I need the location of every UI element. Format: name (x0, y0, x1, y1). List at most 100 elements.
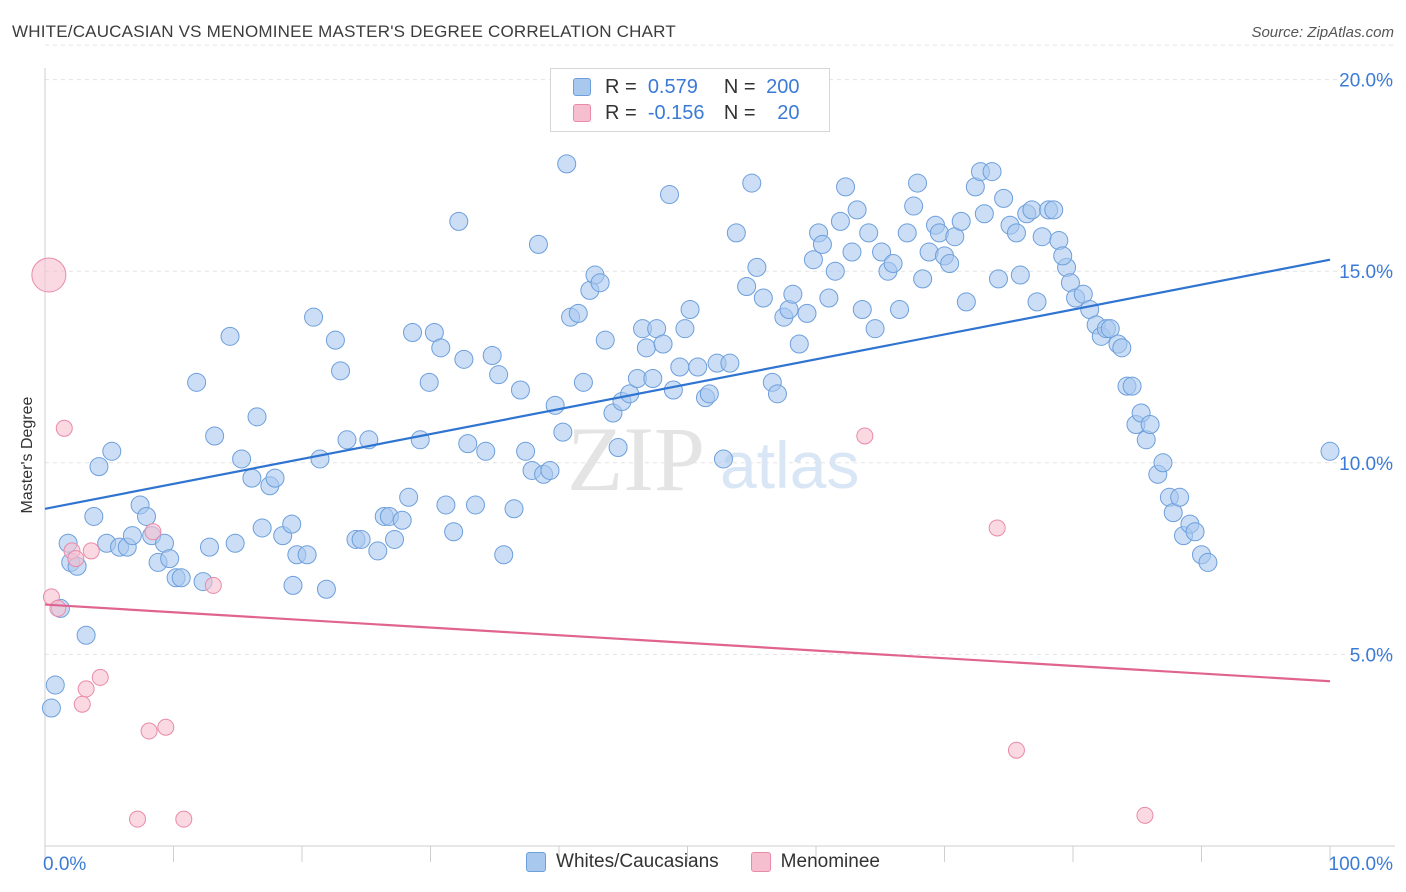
point-whites (76, 625, 96, 645)
point-whites (137, 506, 157, 526)
legend-swatch-menominee (573, 104, 591, 122)
point-whites (225, 533, 245, 553)
point-whites (310, 449, 330, 469)
point-whites (590, 273, 610, 293)
series-legend-label: Whites/Caucasians (556, 851, 719, 872)
point-whites (316, 579, 336, 599)
point-whites (449, 211, 469, 231)
point-menominee (49, 599, 67, 617)
point-whites (1185, 522, 1205, 542)
point-whites (737, 277, 757, 297)
point-whites (304, 307, 324, 327)
legend-n-label: N = (723, 75, 756, 98)
point-whites (1032, 227, 1052, 247)
point-menominee (82, 542, 100, 560)
legend-row-menominee: R = -0.156 N = 20 (573, 100, 800, 126)
point-whites (436, 495, 456, 515)
y-tick-label: 15.0% (1339, 262, 1393, 283)
legend-r-label: R = (605, 75, 637, 98)
point-whites (783, 284, 803, 304)
trend-layer (44, 258, 1331, 683)
point-whites (504, 499, 524, 519)
point-menominee (140, 722, 158, 740)
point-whites (41, 698, 61, 718)
point-menominee (31, 257, 67, 293)
point-whites (742, 173, 762, 193)
series-swatch-whites (526, 852, 547, 872)
watermark-atlas: atlas (720, 428, 859, 502)
legend-r-value: -0.156 (647, 101, 705, 124)
point-whites (368, 541, 388, 561)
point-whites (45, 675, 65, 695)
point-whites (663, 380, 683, 400)
point-whites (1006, 223, 1026, 243)
point-whites (653, 334, 673, 354)
point-whites (247, 407, 267, 427)
point-whites (883, 254, 903, 274)
point-whites (465, 495, 485, 515)
legend-n-label: N = (723, 101, 756, 124)
point-whites (847, 200, 867, 220)
point-whites (454, 349, 474, 369)
point-whites (528, 234, 548, 254)
point-whites (1140, 414, 1160, 434)
point-whites (331, 361, 351, 381)
point-whites (1010, 265, 1030, 285)
point-whites (852, 300, 872, 320)
point-whites (1022, 200, 1042, 220)
point-whites (1320, 441, 1340, 461)
point-whites (994, 188, 1014, 208)
point-whites (1100, 319, 1120, 339)
point-whites (410, 430, 430, 450)
point-whites (516, 441, 536, 461)
point-whites (458, 434, 478, 454)
point-whites (608, 437, 628, 457)
point-whites (494, 545, 514, 565)
point-whites (102, 441, 122, 461)
point-whites (908, 173, 928, 193)
y-tick-label: 5.0% (1350, 645, 1393, 666)
point-whites (444, 522, 464, 542)
point-whites (680, 300, 700, 320)
point-menominee (77, 680, 95, 698)
point-whites (220, 326, 240, 346)
point-menominee (204, 576, 222, 594)
points-layer (31, 154, 1340, 828)
point-whites (122, 526, 142, 546)
point-whites (904, 196, 924, 216)
point-whites (1198, 552, 1218, 572)
point-whites (252, 518, 272, 538)
point-whites (940, 254, 960, 274)
point-whites (1027, 292, 1047, 312)
series-legend-item-menominee[interactable]: Menominee (750, 851, 880, 873)
point-whites (595, 330, 615, 350)
series-legend: Whites/Caucasians Menominee (0, 851, 1406, 873)
series-legend-item-whites[interactable]: Whites/Caucasians (526, 851, 719, 873)
legend-r-label: R = (605, 101, 637, 124)
point-whites (171, 568, 191, 588)
point-whites (399, 487, 419, 507)
point-whites (825, 261, 845, 281)
point-whites (476, 441, 496, 461)
point-whites (297, 545, 317, 565)
point-whites (890, 300, 910, 320)
point-whites (897, 223, 917, 243)
chart-title: WHITE/CAUCASIAN VS MENOMINEE MASTER'S DE… (12, 22, 676, 41)
point-menominee (175, 810, 193, 828)
point-whites (913, 269, 933, 289)
point-menominee (129, 810, 147, 828)
point-whites (865, 319, 885, 339)
point-whites (482, 346, 502, 366)
point-whites (812, 234, 832, 254)
watermark: ZIP atlas (567, 408, 859, 510)
point-whites (988, 269, 1008, 289)
point-whites (670, 357, 690, 377)
point-whites (403, 323, 423, 343)
point-whites (643, 368, 663, 388)
point-whites (720, 353, 740, 373)
point-menominee (73, 695, 91, 713)
stats-legend: R = 0.579 N = 200 R = -0.156 N = 20 (550, 68, 830, 132)
axis-layer (44, 68, 1395, 862)
point-whites (859, 223, 879, 243)
point-whites (842, 242, 862, 262)
